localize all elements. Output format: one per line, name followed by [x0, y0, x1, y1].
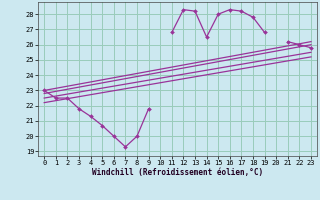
- X-axis label: Windchill (Refroidissement éolien,°C): Windchill (Refroidissement éolien,°C): [92, 168, 263, 177]
